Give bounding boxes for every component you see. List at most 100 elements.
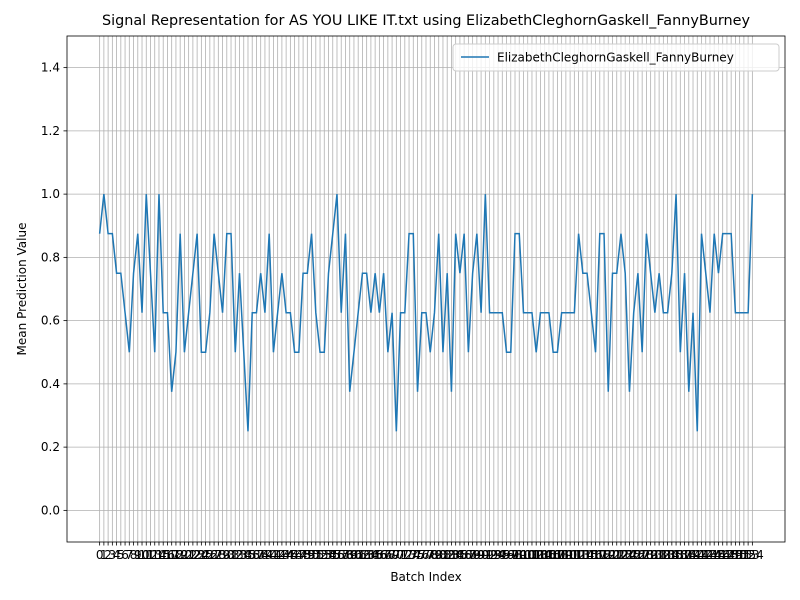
x-tick-label: 132 <box>648 548 671 562</box>
x-tick-label: 141 <box>686 548 709 562</box>
x-tick-label: 96 <box>499 548 514 562</box>
x-tick-label: 130 <box>639 548 662 562</box>
x-tick-label: 51 <box>308 548 323 562</box>
x-tick-label: 85 <box>452 548 467 562</box>
x-tick-label: 131 <box>643 548 666 562</box>
x-tick-label: 15 <box>156 548 171 562</box>
x-tick-label: 143 <box>694 548 717 562</box>
x-axis-label: Batch Index <box>390 570 461 584</box>
x-tick-label: 152 <box>732 548 755 562</box>
x-tick-label: 82 <box>440 548 455 562</box>
x-tick-label: 122 <box>605 548 628 562</box>
x-tick-label: 62 <box>355 548 370 562</box>
y-tick-label: 1.0 <box>41 187 60 201</box>
x-tick-label: 135 <box>660 548 683 562</box>
x-tick-label: 13 <box>147 548 162 562</box>
x-tick-label: 49 <box>300 548 315 562</box>
y-tick-label: 0.6 <box>41 314 60 328</box>
x-tick-label: 73 <box>401 548 416 562</box>
x-tick-label: 116 <box>580 548 603 562</box>
x-tick-label: 83 <box>444 548 459 562</box>
x-tick-label: 88 <box>465 548 480 562</box>
x-tick-label: 11 <box>139 548 154 562</box>
x-tick-label: 23 <box>189 548 204 562</box>
x-tick-label: 110 <box>554 548 577 562</box>
x-tick-label: 30 <box>219 548 234 562</box>
x-tick-label: 43 <box>274 548 289 562</box>
x-tick-label: 34 <box>236 548 251 562</box>
x-tick-label: 47 <box>291 548 306 562</box>
x-tick-label: 78 <box>423 548 438 562</box>
x-tick-label: 50 <box>304 548 319 562</box>
x-tick-label: 77 <box>418 548 433 562</box>
x-tick-label: 75 <box>410 548 425 562</box>
x-tick-label: 93 <box>486 548 501 562</box>
y-tick-label: 1.4 <box>41 61 60 75</box>
x-tick-label: 107 <box>542 548 565 562</box>
x-tick-label: 124 <box>614 548 637 562</box>
x-tick-label: 68 <box>380 548 395 562</box>
x-tick-label: 10 <box>134 548 149 562</box>
x-tick-label: 19 <box>173 548 188 562</box>
x-tick-label: 139 <box>677 548 700 562</box>
x-tick-label: 5 <box>117 548 125 562</box>
x-tick-label: 31 <box>223 548 238 562</box>
x-tick-label: 146 <box>707 548 730 562</box>
x-tick-label: 127 <box>626 548 649 562</box>
x-tick-label: 121 <box>601 548 624 562</box>
x-tick-label: 55 <box>325 548 340 562</box>
x-tick-label: 80 <box>431 548 446 562</box>
x-tick-label: 35 <box>240 548 255 562</box>
x-tick-label: 142 <box>690 548 713 562</box>
x-tick-label: 64 <box>363 548 378 562</box>
x-tick-label: 133 <box>652 548 675 562</box>
x-tick-label: 103 <box>525 548 548 562</box>
x-tick-label: 38 <box>253 548 268 562</box>
x-tick-label: 36 <box>245 548 260 562</box>
x-tick-label: 123 <box>610 548 633 562</box>
x-tick-label: 45 <box>283 548 298 562</box>
x-tick-label: 94 <box>490 548 505 562</box>
x-tick-label: 48 <box>295 548 310 562</box>
x-tick-label: 65 <box>367 548 382 562</box>
x-tick-label: 8 <box>130 548 138 562</box>
x-tick-label: 6 <box>121 548 129 562</box>
x-tick-label: 148 <box>715 548 738 562</box>
x-tick-label: 14 <box>151 548 166 562</box>
x-tick-label: 95 <box>495 548 510 562</box>
chart-title: Signal Representation for AS YOU LIKE IT… <box>102 13 751 29</box>
x-tick-label: 104 <box>529 548 552 562</box>
x-tick-label: 16 <box>160 548 175 562</box>
x-tick-label: 136 <box>665 548 688 562</box>
x-tick-label: 151 <box>728 548 751 562</box>
y-tick-label: 1.2 <box>41 124 60 138</box>
plot-frame <box>66 35 786 543</box>
x-tick-label: 39 <box>257 548 272 562</box>
x-tick-label: 67 <box>376 548 391 562</box>
x-tick-label: 37 <box>249 548 264 562</box>
x-tick-label: 58 <box>338 548 353 562</box>
x-tick-label: 1 <box>100 548 108 562</box>
x-tick-label: 57 <box>334 548 349 562</box>
y-tick-label: 0.2 <box>41 440 60 454</box>
x-tick-label: 79 <box>427 548 442 562</box>
x-tick-label: 100 <box>512 548 535 562</box>
x-tick-label: 18 <box>168 548 183 562</box>
y-tick-label: 0.8 <box>41 250 60 264</box>
x-tick-label: 90 <box>473 548 488 562</box>
x-tick-label: 26 <box>202 548 217 562</box>
x-tick-label: 42 <box>270 548 285 562</box>
x-tick-label: 111 <box>559 548 582 562</box>
x-tick-label: 97 <box>503 548 518 562</box>
x-tick-label: 25 <box>198 548 213 562</box>
x-tick-label: 53 <box>317 548 332 562</box>
x-tick-label: 24 <box>194 548 209 562</box>
x-tick-label: 69 <box>384 548 399 562</box>
x-tick-label: 128 <box>631 548 654 562</box>
x-tick-label: 54 <box>321 548 336 562</box>
x-tick-label: 92 <box>482 548 497 562</box>
legend-label: ElizabethCleghornGaskell_FannyBurney <box>497 51 734 65</box>
x-tick-label: 74 <box>406 548 421 562</box>
x-tick-label: 76 <box>414 548 429 562</box>
x-tick-label: 17 <box>164 548 179 562</box>
